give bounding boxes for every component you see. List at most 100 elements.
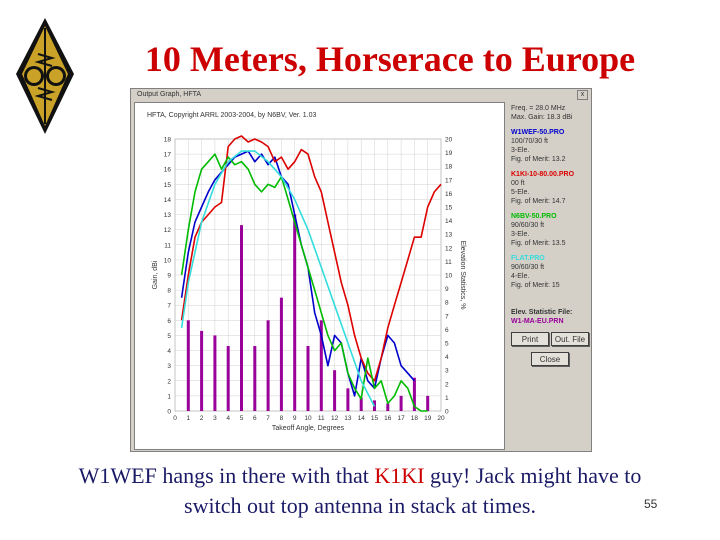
- x-tick-label: 11: [318, 415, 325, 422]
- y-tick-label: 2: [167, 378, 171, 385]
- y-tick-label: 10: [164, 257, 172, 264]
- x-axis-label: Takeoff Angle, Degrees: [272, 425, 345, 432]
- gain-chart: HFTA, Copyright ARRL 2003-2004, by N6BV,…: [147, 112, 466, 432]
- copyright-text: HFTA, Copyright ARRL 2003-2004, by N6BV,…: [147, 112, 316, 119]
- x-tick-label: 13: [344, 415, 352, 422]
- elev-file-label: Elev. Statistic File:: [511, 309, 573, 316]
- elevation-bar: [306, 346, 310, 411]
- y2-tick-label: 11: [445, 259, 452, 266]
- elevation-bar: [226, 346, 230, 411]
- x-tick-label: 15: [371, 415, 379, 422]
- y-tick-label: 3: [167, 363, 171, 370]
- y-tick-label: 7: [167, 303, 171, 310]
- y2-tick-label: 7: [445, 313, 449, 320]
- x-tick-label: 1: [186, 415, 190, 422]
- y-tick-label: 6: [167, 318, 171, 325]
- y2-tick-label: 12: [445, 245, 453, 252]
- y2-axis-label: Elevation Statistics, %: [459, 241, 466, 310]
- antenna-detail: 00 ft: [511, 180, 525, 187]
- y-tick-label: 0: [167, 409, 171, 416]
- y2-tick-label: 5: [445, 341, 449, 348]
- antenna-detail: 100/70/30 ft: [511, 138, 548, 145]
- y-tick-label: 13: [164, 212, 172, 219]
- antenna-detail: Fig. of Merit: 13.5: [511, 240, 566, 247]
- y2-tick-label: 19: [445, 150, 453, 157]
- x-tick-label: 6: [253, 415, 257, 422]
- elevation-bar: [293, 214, 297, 411]
- max-gain-label: Max. Gain: 18.3 dBi: [511, 114, 573, 121]
- y-tick-label: 15: [164, 182, 172, 189]
- y-tick-label: 8: [167, 288, 171, 295]
- window-title: Output Graph, HFTA: [137, 91, 202, 98]
- x-tick-label: 16: [384, 415, 392, 422]
- y2-tick-label: 1: [445, 395, 449, 402]
- elev-file-name: W1-MA-EU.PRN: [511, 318, 564, 325]
- x-tick-label: 8: [280, 415, 284, 422]
- antenna-detail: 3-Ele.: [511, 231, 530, 238]
- elevation-bar: [333, 370, 337, 411]
- x-tick-label: 10: [304, 415, 312, 422]
- x-tick-label: 17: [397, 415, 405, 422]
- y2-tick-label: 3: [445, 368, 449, 375]
- slide-title: 10 Meters, Horserace to Europe: [144, 39, 636, 79]
- antenna-detail: 90/60/30 ft: [511, 222, 545, 229]
- y2-tick-label: 4: [445, 354, 449, 361]
- elevation-bar: [279, 297, 283, 411]
- elevation-bar: [412, 377, 416, 411]
- slide-caption: W1WEF hangs in there with that K1KI guy!…: [70, 461, 650, 521]
- series-line: [180, 150, 376, 407]
- x-tick-label: 2: [200, 415, 204, 422]
- antenna-detail: 5-Ele.: [511, 189, 530, 196]
- x-tick-label: 5: [240, 415, 244, 422]
- elevation-bar: [253, 346, 257, 411]
- y-tick-label: 5: [167, 333, 171, 340]
- antenna-detail: 3-Ele.: [511, 147, 530, 154]
- caption-part1: W1WEF hangs in there with that: [78, 463, 375, 488]
- window-close-icon[interactable]: x: [577, 90, 588, 100]
- out-file-button[interactable]: Out. File: [551, 332, 589, 346]
- y-tick-label: 14: [164, 197, 172, 204]
- series-line: [180, 135, 442, 382]
- y-axis-label: Gain, dBi: [152, 260, 159, 289]
- elevation-bar: [213, 335, 217, 411]
- y-tick-label: 9: [167, 273, 171, 280]
- window-titlebar: Output Graph, HFTA x: [131, 89, 591, 100]
- close-button[interactable]: Close: [531, 352, 569, 366]
- elevation-bar: [346, 388, 350, 411]
- y2-tick-label: 6: [445, 327, 449, 334]
- antenna-name: W1WEF-50.PRO: [511, 129, 565, 136]
- caption-part2: guy! Jack might have to switch out top a…: [184, 463, 642, 518]
- caption-highlight: K1KI: [374, 463, 425, 488]
- x-tick-label: 12: [331, 415, 339, 422]
- elevation-bar: [426, 395, 430, 411]
- x-tick-label: 19: [424, 415, 432, 422]
- legend-panel: Freq. = 28.0 MHz Max. Gain: 18.3 dBi W1W…: [509, 102, 591, 450]
- elevation-bar: [266, 320, 270, 411]
- y2-tick-label: 14: [445, 218, 453, 225]
- y2-tick-label: 10: [445, 273, 453, 280]
- y2-tick-label: 13: [445, 232, 453, 239]
- y-tick-label: 12: [164, 227, 172, 234]
- antenna-detail: 4-Ele.: [511, 273, 530, 280]
- elevation-bar: [319, 320, 323, 411]
- x-tick-label: 7: [266, 415, 270, 422]
- y2-tick-label: 16: [445, 191, 453, 198]
- y2-tick-label: 9: [445, 286, 449, 293]
- antenna-detail: 90/60/30 ft: [511, 264, 545, 271]
- elevation-bar: [200, 330, 204, 411]
- y2-tick-label: 8: [445, 300, 449, 307]
- print-button[interactable]: Print: [511, 332, 549, 346]
- x-tick-label: 20: [437, 415, 445, 422]
- y2-tick-label: 0: [445, 409, 449, 416]
- page-number: 55: [644, 497, 658, 511]
- y2-tick-label: 17: [445, 177, 453, 184]
- y-tick-label: 11: [164, 242, 171, 249]
- y2-tick-label: 15: [445, 205, 453, 212]
- elevation-bar: [399, 395, 403, 411]
- x-tick-label: 18: [411, 415, 419, 422]
- y-tick-label: 18: [164, 137, 172, 144]
- x-tick-label: 14: [358, 415, 366, 422]
- frequency-label: Freq. = 28.0 MHz: [511, 105, 566, 112]
- hfta-output-window: Output Graph, HFTA x HFTA, Copyright ARR…: [130, 88, 592, 452]
- x-tick-label: 4: [226, 415, 230, 422]
